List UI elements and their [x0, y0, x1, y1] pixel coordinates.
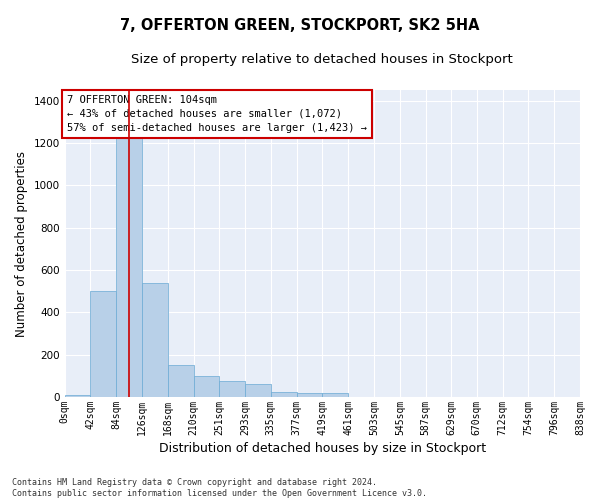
- Bar: [91, 292, 116, 397]
- Bar: [65, 395, 91, 397]
- Bar: [245, 384, 271, 397]
- Text: Contains HM Land Registry data © Crown copyright and database right 2024.
Contai: Contains HM Land Registry data © Crown c…: [12, 478, 427, 498]
- X-axis label: Distribution of detached houses by size in Stockport: Distribution of detached houses by size …: [159, 442, 486, 455]
- Bar: [194, 376, 219, 397]
- Bar: [271, 392, 296, 397]
- Bar: [168, 366, 194, 397]
- Y-axis label: Number of detached properties: Number of detached properties: [15, 150, 28, 336]
- Bar: [116, 132, 142, 397]
- Bar: [322, 393, 348, 397]
- Bar: [296, 393, 322, 397]
- Bar: [142, 283, 168, 397]
- Bar: [219, 381, 245, 397]
- Text: 7, OFFERTON GREEN, STOCKPORT, SK2 5HA: 7, OFFERTON GREEN, STOCKPORT, SK2 5HA: [120, 18, 480, 32]
- Text: 7 OFFERTON GREEN: 104sqm
← 43% of detached houses are smaller (1,072)
57% of sem: 7 OFFERTON GREEN: 104sqm ← 43% of detach…: [67, 95, 367, 133]
- Title: Size of property relative to detached houses in Stockport: Size of property relative to detached ho…: [131, 52, 513, 66]
